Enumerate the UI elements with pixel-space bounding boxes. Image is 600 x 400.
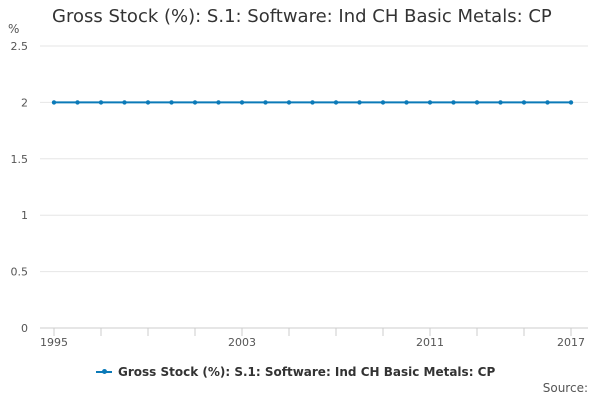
legend-label: Gross Stock (%): S.1: Software: Ind CH B… <box>118 365 496 379</box>
x-axis <box>40 327 588 336</box>
data-point <box>75 100 80 105</box>
data-point <box>192 100 198 105</box>
data-point <box>263 100 268 105</box>
data-point <box>427 100 433 105</box>
data-point <box>521 100 527 105</box>
y-tick-label: 2.5 <box>11 40 29 53</box>
y-tick-label: 0 <box>21 322 28 335</box>
data-point <box>122 100 127 105</box>
source-label: Source: <box>542 381 588 395</box>
y-axis-label: % <box>8 22 20 36</box>
data-point <box>98 100 104 105</box>
data-point <box>474 100 480 105</box>
series-group <box>51 100 574 105</box>
y-tick-label: 0.5 <box>11 266 29 279</box>
legend-swatch-icon <box>96 368 112 376</box>
grid-lines <box>40 45 588 273</box>
data-point <box>333 100 339 105</box>
x-tick-label: 1995 <box>40 336 68 349</box>
data-point <box>451 100 456 105</box>
data-point <box>286 100 292 105</box>
data-point <box>169 100 174 105</box>
y-tick-label: 1.5 <box>11 153 29 166</box>
y-tick-label: 2 <box>21 96 28 109</box>
data-point <box>545 100 550 105</box>
data-point <box>310 100 315 105</box>
x-tick-label: 2017 <box>557 336 585 349</box>
x-tick-labels: 1995 2003 2011 2017 <box>40 336 585 349</box>
data-point <box>498 100 503 105</box>
x-tick-label: 2003 <box>228 336 256 349</box>
data-point <box>380 100 386 105</box>
data-point <box>145 100 151 105</box>
chart-title: Gross Stock (%): S.1: Software: Ind CH B… <box>52 6 552 27</box>
data-point <box>216 100 221 105</box>
legend[interactable]: Gross Stock (%): S.1: Software: Ind CH B… <box>96 365 495 379</box>
y-tick-labels: 0 0.5 1 1.5 2 2.5 <box>11 40 29 335</box>
data-point <box>51 100 57 105</box>
data-point <box>568 100 574 105</box>
x-tick-label: 2011 <box>416 336 444 349</box>
data-point <box>404 100 409 105</box>
data-point <box>357 100 362 105</box>
y-tick-label: 1 <box>21 209 28 222</box>
data-point <box>239 100 245 105</box>
